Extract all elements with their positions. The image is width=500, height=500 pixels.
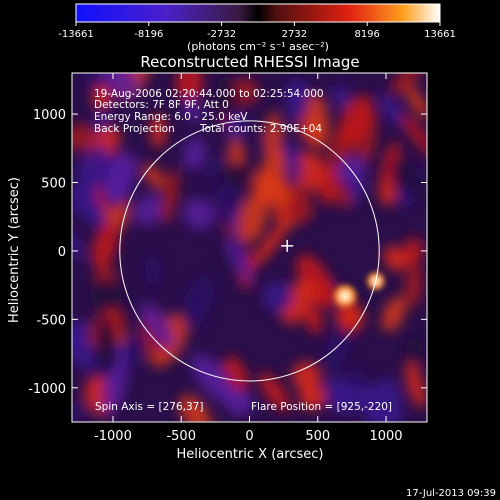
- x-tick-label: 500: [305, 429, 330, 444]
- colorbar-tick-label: -2732: [207, 29, 236, 40]
- bright-source-core: [340, 291, 351, 302]
- colorbar-tick-label: 2732: [282, 29, 307, 40]
- x-tick-label: 0: [245, 429, 253, 444]
- colorbar-tick-label: 8196: [354, 29, 379, 40]
- y-axis-label: Heliocentric Y (arcsec): [7, 177, 22, 323]
- y-tick-label: 0: [58, 245, 66, 260]
- annotation-flare-position: Flare Position = [925,-220]: [251, 401, 392, 413]
- y-tick-label: -1000: [28, 382, 66, 397]
- y-tick-label: 1000: [33, 108, 66, 123]
- chart-title: Reconstructed RHESSI Image: [140, 53, 359, 71]
- colorbar-unit-label: (photons cm⁻² s⁻¹ asec⁻²): [187, 40, 329, 53]
- image-area: [72, 73, 427, 422]
- annotation-spin-axis: Spin Axis = [276,37]: [95, 401, 203, 413]
- solar-limb: [119, 120, 380, 382]
- annotation-method: Back Projection: [94, 123, 175, 135]
- colorbar: [75, 3, 441, 23]
- colorbar-tick-label: -13661: [58, 29, 93, 40]
- annotation-energy-range: Energy Range: 6.0 - 25.0 keV: [94, 111, 248, 123]
- colorbar-ticks: -13661 -8196 -2732 2732 8196 13661: [58, 22, 456, 40]
- x-tick-label: -1000: [94, 429, 132, 444]
- colorbar-tick-label: 13661: [424, 29, 456, 40]
- annotation-detectors: Detectors: 7F 8F 9F, Att 0: [94, 99, 229, 111]
- annotation-time-range: 19-Aug-2006 02:20:44.000 to 02:25:54.000: [94, 88, 324, 100]
- x-tick-label: 1000: [369, 429, 402, 444]
- footer-timestamp: 17-Jul-2013 09:39: [406, 488, 496, 499]
- axes: -1000 -500 0 500 1000 -1000 -500 0 500 1000: [28, 73, 427, 444]
- y-tick-label: 500: [41, 176, 66, 191]
- colorbar-tick-label: -8196: [134, 29, 163, 40]
- x-tick-label: -500: [166, 429, 196, 444]
- y-tick-label: -500: [36, 313, 66, 328]
- x-axis-label: Heliocentric X (arcsec): [177, 447, 324, 462]
- annotation-total-counts: Total counts: 2.90E+04: [199, 123, 322, 135]
